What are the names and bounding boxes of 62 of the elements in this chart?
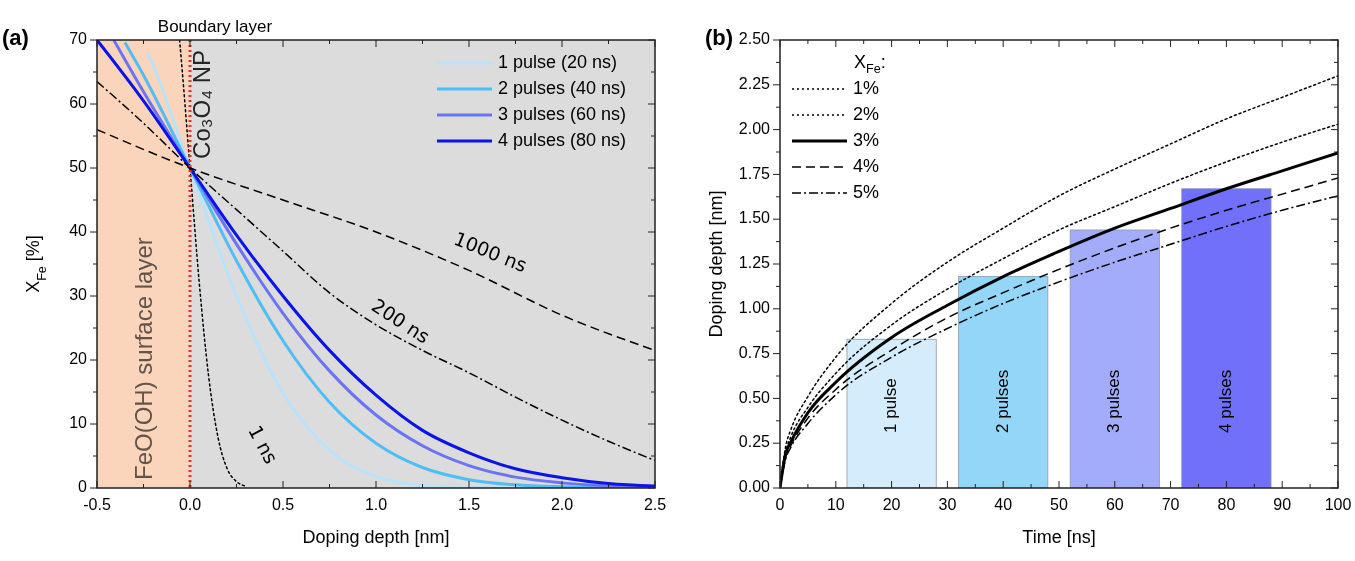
y-tick-label: 2.00: [738, 119, 771, 137]
y-tick-label: 2.25: [738, 75, 771, 93]
y-tick-label: 60: [69, 94, 88, 112]
annotation: 4 pulses: [1215, 369, 1235, 433]
x-tick-label: 30: [938, 496, 957, 513]
x-tick-label: 40: [994, 496, 1013, 513]
chart-title: (b): [705, 25, 734, 50]
x-tick-label: 0: [775, 496, 785, 513]
x-axis-title: Time [ns]: [1022, 527, 1096, 547]
x-tick-label: 90: [1273, 496, 1292, 513]
x-tick-label: 20: [882, 496, 901, 513]
legend-label: 2 pulses (40 ns): [498, 77, 627, 98]
x-tick-label: 2.5: [643, 496, 667, 513]
y-tick-label: 1.25: [738, 254, 771, 272]
y-tick-label: 1.00: [738, 299, 771, 317]
x-tick-label: 70: [1161, 496, 1180, 513]
legend-label: 2%: [853, 103, 880, 124]
legend-label: 4%: [853, 155, 880, 176]
x-tick-label: 60: [1105, 496, 1124, 513]
x-tick-label: 80: [1217, 496, 1236, 513]
x-tick-label: 0.5: [271, 496, 295, 513]
ref-line-label: Boundary layer: [157, 17, 273, 36]
y-tick-label: 40: [69, 222, 88, 240]
annotation: 1 ns: [244, 421, 283, 468]
x-axis-title: Doping depth [nm]: [302, 527, 450, 547]
x-tick-label: 100: [1324, 496, 1352, 513]
x-tick-label: 1.5: [457, 496, 481, 513]
x-tick-label: 2.0: [550, 496, 574, 513]
annotation: 2 pulses: [992, 369, 1012, 433]
annotation: 200 ns: [367, 294, 434, 348]
y-tick-label: 1.75: [738, 164, 771, 182]
band-label: FeO(OH) surface layer: [129, 237, 157, 480]
y-tick-label: 1.50: [738, 209, 771, 227]
legend-label: 5%: [853, 181, 880, 202]
y-axis-title: Doping depth [nm]: [706, 190, 726, 338]
legend-label: 4 pulses (80 ns): [498, 129, 627, 150]
y-tick-label: 20: [69, 350, 88, 368]
y-tick-label: 0.50: [738, 388, 771, 406]
annotation: 3 pulses: [1104, 369, 1124, 433]
x-tick-label: 1.0: [364, 496, 388, 513]
band-label: Co₃O₄ NP: [188, 50, 215, 159]
x-tick-label: -0.5: [83, 496, 111, 513]
y-tick-label: 50: [69, 158, 88, 176]
y-tick-label: 0.75: [738, 343, 771, 361]
x-tick-label: 50: [1050, 496, 1068, 513]
legend-label: 1 pulse (20 ns): [498, 51, 618, 72]
y-tick-label: 0.25: [738, 433, 771, 451]
y-tick-label: 30: [69, 286, 88, 304]
y-tick-label: 2.50: [738, 30, 771, 48]
y-tick-label: 0: [78, 478, 88, 496]
legend-label: 3%: [853, 129, 880, 150]
legend-title: X$_{Fe}$:: [854, 51, 886, 77]
y-tick-label: 70: [69, 30, 88, 48]
y-tick-label: 0.00: [738, 478, 771, 496]
annotation: 1 pulse: [881, 378, 901, 433]
x-tick-label: 10: [826, 496, 845, 513]
legend-label: 1%: [853, 77, 880, 98]
y-tick-label: 10: [69, 414, 88, 432]
legend-label: 3 pulses (60 ns): [498, 103, 627, 124]
chart-title: (a): [2, 25, 29, 50]
annotation: 1000 ns: [451, 227, 531, 277]
x-tick-label: 0.0: [178, 496, 202, 513]
